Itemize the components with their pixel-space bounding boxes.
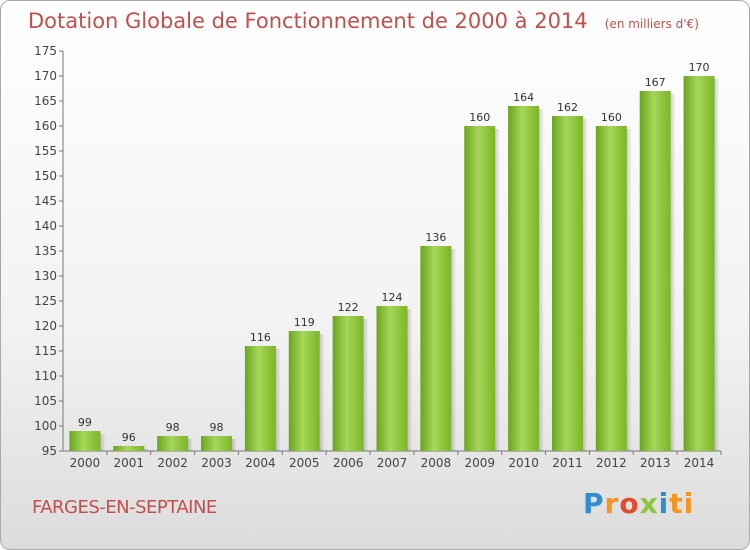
- bar-value-label: 119: [294, 316, 315, 329]
- bar-shadow: [232, 439, 238, 451]
- y-tick-label: 120: [34, 319, 57, 333]
- x-tick-label: 2007: [377, 456, 408, 470]
- bar-shadow: [582, 119, 588, 451]
- bar: [201, 436, 233, 451]
- x-tick-label: 2010: [508, 456, 539, 470]
- y-tick-label: 125: [34, 294, 57, 308]
- bar: [420, 246, 452, 451]
- x-tick-label: 2004: [245, 456, 276, 470]
- bar-value-label: 98: [166, 421, 180, 434]
- commune-name: FARGES-EN-SEPTAINE: [32, 497, 217, 518]
- y-tick-label: 175: [34, 44, 57, 58]
- bar-shadow: [539, 109, 545, 451]
- y-tick-label: 165: [34, 94, 57, 108]
- bar-shadow: [626, 129, 632, 451]
- x-tick-label: 2008: [421, 456, 452, 470]
- bar: [551, 116, 583, 451]
- bar-value-label: 98: [210, 421, 224, 434]
- x-tick-label: 2002: [157, 456, 188, 470]
- bar-shadow: [144, 449, 150, 451]
- bar: [157, 436, 189, 451]
- y-tick-label: 105: [34, 394, 57, 408]
- bar: [683, 76, 715, 451]
- x-tick-label: 2005: [289, 456, 320, 470]
- x-tick-label: 2001: [114, 456, 145, 470]
- y-tick-label: 95: [42, 444, 57, 458]
- bar-shadow: [451, 249, 457, 451]
- bar-shadow: [407, 309, 413, 451]
- x-tick-label: 2011: [552, 456, 583, 470]
- bar-value-label: 164: [513, 91, 534, 104]
- logo-letter: r: [604, 487, 620, 520]
- chart-title-row: Dotation Globale de Fonctionnement de 20…: [28, 9, 699, 33]
- y-tick-label: 110: [34, 369, 57, 383]
- bar-value-label: 96: [122, 431, 136, 444]
- bar: [69, 431, 101, 451]
- bar-value-label: 122: [338, 301, 359, 314]
- bar-shadow: [714, 79, 720, 451]
- chart-subtitle: (en milliers d'€): [604, 17, 699, 31]
- y-tick-label: 140: [34, 219, 57, 233]
- y-tick-label: 115: [34, 344, 57, 358]
- y-tick-label: 135: [34, 244, 57, 258]
- y-tick-label: 100: [34, 419, 57, 433]
- bar-value-label: 136: [425, 231, 446, 244]
- bar: [244, 346, 276, 451]
- bar-shadow: [670, 94, 676, 451]
- logo-letter: P: [583, 487, 605, 520]
- bar-value-label: 167: [645, 76, 666, 89]
- x-tick-label: 2013: [640, 456, 671, 470]
- logo-letter: o: [619, 487, 640, 520]
- bar-value-label: 116: [250, 331, 271, 344]
- bar: [508, 106, 540, 451]
- bar: [332, 316, 364, 451]
- x-tick-label: 2006: [333, 456, 364, 470]
- x-tick-label: 2012: [596, 456, 627, 470]
- bar: [288, 331, 320, 451]
- y-tick-label: 130: [34, 269, 57, 283]
- bar-shadow: [188, 439, 194, 451]
- bar: [113, 446, 145, 451]
- x-tick-labels: 2000 2001 2002 2003 2004 2005 2006 2007 2008 2009…: [70, 456, 715, 470]
- bar-shadow: [100, 434, 106, 451]
- bar-value-label: 170: [689, 61, 710, 74]
- y-tick-label: 160: [34, 119, 57, 133]
- logo-letter: i: [658, 487, 670, 520]
- bar-value-label: 124: [382, 291, 403, 304]
- bar-value-label: 160: [601, 111, 622, 124]
- y-tick-label: 145: [34, 194, 57, 208]
- bar: [639, 91, 671, 451]
- bar-value-label: 99: [78, 416, 92, 429]
- x-tick-label: 2000: [70, 456, 101, 470]
- bar: [464, 126, 496, 451]
- x-tick-label: 2003: [201, 456, 232, 470]
- logo-letter: x: [639, 487, 659, 520]
- bar: [376, 306, 408, 451]
- bar-value-label: 160: [469, 111, 490, 124]
- bar-shadow: [495, 129, 501, 451]
- bar-shadow: [275, 349, 281, 451]
- x-tick-label: 2014: [684, 456, 715, 470]
- y-tick-label: 170: [34, 69, 57, 83]
- x-tick-label: 2009: [464, 456, 495, 470]
- proxiti-logo[interactable]: Proxiti: [583, 487, 694, 520]
- bars: [69, 76, 720, 451]
- bar: [595, 126, 627, 451]
- chart-title: Dotation Globale de Fonctionnement de 20…: [28, 9, 588, 33]
- y-tick-label: 155: [34, 144, 57, 158]
- bar-value-label: 162: [557, 101, 578, 114]
- y-tick-label: 150: [34, 169, 57, 183]
- logo-letter: ti: [669, 487, 695, 520]
- y-tick-labels: 95 100 105 110 115 120 125 130 135 140 145 150 155 16…: [34, 44, 57, 458]
- bar-shadow: [319, 334, 325, 451]
- bar-shadow: [363, 319, 369, 451]
- value-labels: 99 96 98 98 116 119 122 124 136 160 164 162 160 167 17…: [78, 61, 710, 444]
